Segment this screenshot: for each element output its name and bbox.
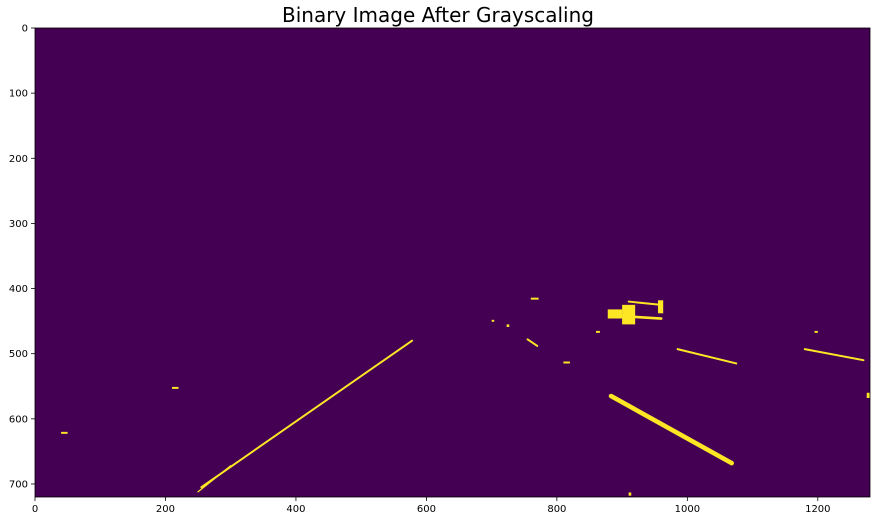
x-tick-label: 800 [547, 504, 566, 515]
y-tick-label: 0 [22, 24, 28, 35]
x-tick-label: 1000 [675, 504, 700, 515]
speck-small-3 [596, 330, 600, 333]
speck-small-1 [506, 324, 510, 327]
vehicle-body [622, 304, 636, 325]
speck-bottom [628, 492, 632, 496]
speck-edge [866, 392, 870, 398]
y-tick-label: 200 [9, 154, 28, 165]
y-tick-label: 500 [9, 349, 28, 360]
chart-title: Binary Image After Grayscaling [282, 3, 594, 27]
left-lane-line [200, 339, 414, 489]
vehicle-right [657, 300, 664, 314]
plot-area [35, 28, 870, 497]
x-tick-label: 400 [286, 504, 305, 515]
axes-frame [34, 27, 871, 498]
y-tick-label: 600 [9, 414, 28, 425]
image-background [35, 28, 870, 497]
vehicle-left [607, 309, 623, 319]
x-tick-label: 200 [156, 504, 175, 515]
y-tick-label: 300 [9, 219, 28, 230]
x-tick-label: 0 [32, 504, 38, 515]
center-dash [526, 338, 539, 347]
speck-left [171, 386, 179, 389]
speck-small-2 [491, 319, 495, 322]
right-lane-dash-far [676, 348, 738, 365]
right-lane-dash-near [608, 393, 734, 466]
left-lane-line-lower [197, 465, 232, 493]
y-tick-label: 100 [9, 89, 28, 100]
speck-right [814, 330, 818, 333]
speck-top [530, 297, 539, 300]
speck-far-left [61, 431, 68, 434]
x-tick-label: 1200 [805, 504, 830, 515]
y-tick-label: 400 [9, 284, 28, 295]
speck-center [563, 361, 570, 364]
x-tick-label: 600 [417, 504, 436, 515]
right-edge-dash [803, 348, 865, 362]
y-tick-label: 700 [9, 479, 28, 490]
vehicle-roof [627, 300, 663, 306]
axes: 0 200 400 600 800 1000 1200 0 100 200 300 400 500 600… [9, 24, 871, 515]
